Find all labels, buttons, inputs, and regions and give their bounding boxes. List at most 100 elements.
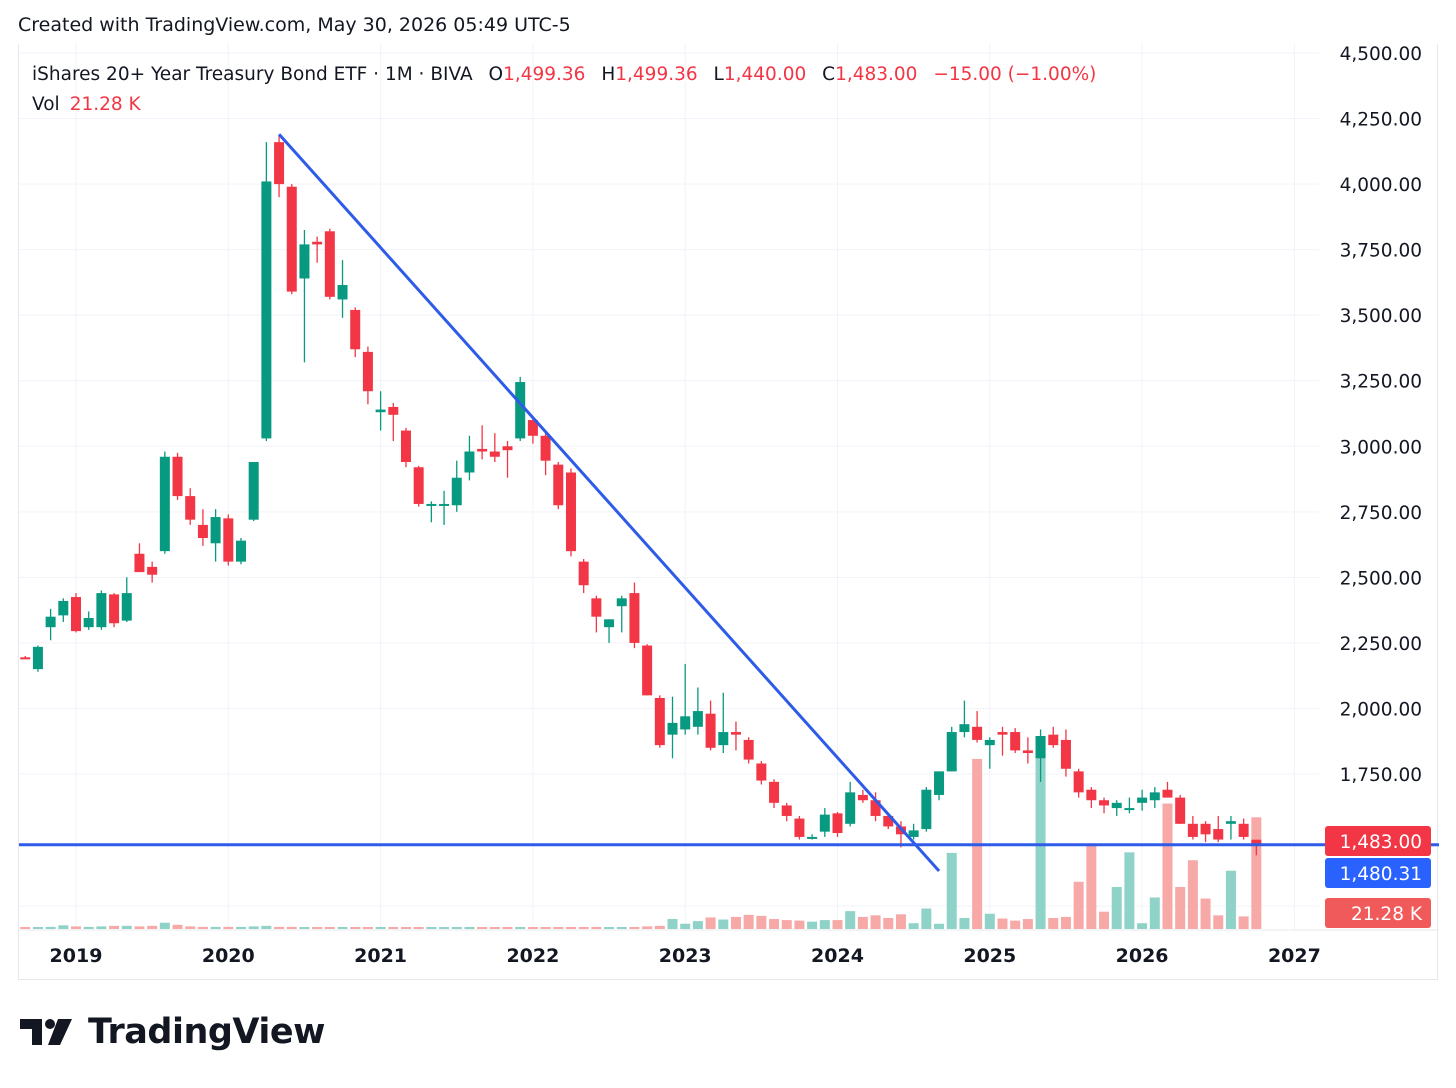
- candle-body[interactable]: [1022, 750, 1033, 754]
- candle-body[interactable]: [324, 231, 335, 297]
- candle-body[interactable]: [147, 566, 158, 575]
- candle-body[interactable]: [185, 496, 196, 520]
- chart-frame[interactable]: 4,500.00 4,250.00 4,000.00 3,750.00 3,500.00…: [18, 44, 1439, 980]
- candle-body[interactable]: [934, 771, 945, 795]
- candle-body[interactable]: [730, 732, 741, 735]
- candle-body[interactable]: [845, 792, 856, 824]
- candle-body[interactable]: [1010, 732, 1021, 751]
- candle-body[interactable]: [642, 645, 653, 696]
- candle-body[interactable]: [692, 711, 703, 727]
- candle-body[interactable]: [159, 456, 170, 552]
- candle-body[interactable]: [426, 503, 437, 506]
- candle-body[interactable]: [604, 619, 615, 628]
- candle-body[interactable]: [489, 451, 500, 457]
- candle-body[interactable]: [807, 836, 818, 839]
- candle-body[interactable]: [1149, 792, 1160, 801]
- candle-body[interactable]: [235, 540, 246, 562]
- candle-body[interactable]: [274, 142, 285, 185]
- candle-body[interactable]: [781, 805, 792, 816]
- candle-body[interactable]: [312, 241, 323, 245]
- candle-body[interactable]: [1124, 808, 1135, 811]
- candle-body[interactable]: [540, 435, 551, 461]
- candle-body[interactable]: [375, 409, 386, 413]
- candle-body[interactable]: [705, 713, 716, 748]
- candle-body[interactable]: [45, 616, 56, 628]
- candle-body[interactable]: [83, 618, 94, 628]
- candle-body[interactable]: [667, 722, 678, 735]
- trendline[interactable]: [277, 133, 941, 873]
- candle-body[interactable]: [578, 561, 589, 586]
- candle-body[interactable]: [1099, 800, 1110, 806]
- candle-body[interactable]: [1111, 802, 1122, 809]
- candle-body[interactable]: [1137, 797, 1148, 803]
- candle-body[interactable]: [591, 598, 602, 617]
- candle-body[interactable]: [997, 732, 1008, 735]
- candle-body[interactable]: [502, 446, 513, 451]
- candle-body[interactable]: [439, 503, 450, 506]
- candle-body[interactable]: [718, 732, 729, 746]
- candle-body[interactable]: [1225, 821, 1236, 824]
- candle-body[interactable]: [616, 598, 627, 607]
- candle-body[interactable]: [984, 739, 995, 746]
- candle-body[interactable]: [197, 524, 208, 539]
- candle-body[interactable]: [769, 781, 780, 803]
- candle-body[interactable]: [883, 815, 894, 827]
- candle-body[interactable]: [1060, 739, 1071, 769]
- candle-body[interactable]: [337, 285, 348, 300]
- candle-body[interactable]: [286, 186, 297, 292]
- candle-body[interactable]: [819, 814, 830, 832]
- candle-body[interactable]: [908, 830, 919, 837]
- candle-body[interactable]: [362, 351, 373, 392]
- candle-body[interactable]: [1187, 823, 1198, 837]
- candle-body[interactable]: [121, 593, 132, 621]
- candle-body[interactable]: [58, 600, 69, 616]
- candle-body[interactable]: [1086, 789, 1097, 801]
- candle-body[interactable]: [223, 518, 234, 562]
- candle-body[interactable]: [477, 448, 488, 452]
- candle-body[interactable]: [71, 597, 81, 632]
- candle-body[interactable]: [1238, 823, 1249, 837]
- candle-body[interactable]: [134, 553, 145, 573]
- candle-body[interactable]: [794, 818, 805, 837]
- candle-body[interactable]: [413, 467, 424, 504]
- candle-body[interactable]: [680, 716, 691, 730]
- candle-body[interactable]: [1213, 829, 1224, 840]
- candle-body[interactable]: [210, 517, 221, 544]
- candle-body[interactable]: [1162, 789, 1173, 798]
- candle-body[interactable]: [1200, 823, 1211, 835]
- candle-body[interactable]: [743, 739, 754, 760]
- candle-body[interactable]: [654, 697, 665, 746]
- candle-body[interactable]: [172, 456, 183, 497]
- candle-body[interactable]: [1175, 797, 1186, 824]
- candle-body[interactable]: [96, 593, 107, 628]
- candle-body[interactable]: [261, 181, 272, 439]
- candle-body[interactable]: [565, 472, 576, 552]
- candle-body[interactable]: [464, 451, 475, 473]
- tradingview-logo[interactable]: TradingView: [20, 1012, 325, 1052]
- candle-body[interactable]: [1035, 735, 1046, 759]
- candle-body[interactable]: [515, 382, 526, 439]
- candle-body[interactable]: [1048, 734, 1059, 746]
- candle-body[interactable]: [388, 406, 399, 415]
- chart-canvas[interactable]: 4,500.00 4,250.00 4,000.00 3,750.00 3,500.00…: [19, 44, 1439, 980]
- candle-body[interactable]: [350, 309, 361, 350]
- candle-body[interactable]: [959, 724, 970, 733]
- candle-body[interactable]: [248, 462, 259, 520]
- candle-body[interactable]: [756, 763, 767, 781]
- candle-body[interactable]: [527, 420, 538, 436]
- candle-body[interactable]: [629, 593, 640, 643]
- candle-body[interactable]: [20, 657, 31, 660]
- candle-body[interactable]: [870, 800, 881, 816]
- candle-body[interactable]: [553, 464, 564, 506]
- candle-body[interactable]: [32, 646, 43, 670]
- candle-body[interactable]: [946, 732, 957, 772]
- candle-body[interactable]: [109, 594, 120, 624]
- candle-body[interactable]: [451, 477, 462, 506]
- candle-body[interactable]: [299, 244, 310, 279]
- candle-body[interactable]: [1251, 839, 1262, 845]
- candle-body[interactable]: [400, 430, 411, 463]
- candle-body[interactable]: [921, 789, 932, 830]
- candle-body[interactable]: [832, 813, 843, 833]
- candle-body[interactable]: [1073, 771, 1084, 793]
- candle-body[interactable]: [857, 794, 868, 801]
